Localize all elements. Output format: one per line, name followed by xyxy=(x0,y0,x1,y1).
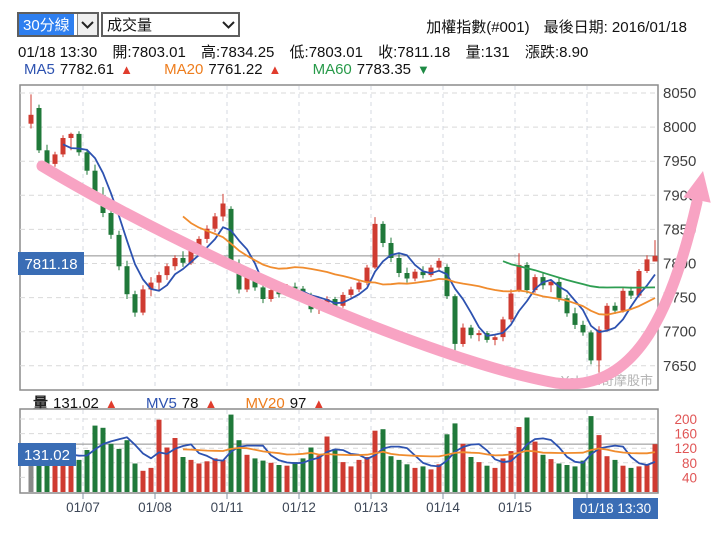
up-triangle-icon: ▲ xyxy=(268,62,282,77)
mv5-indicator: MV5 78 ▲ xyxy=(145,395,218,412)
svg-text:120: 120 xyxy=(674,441,697,456)
up-triangle-icon: ▲ xyxy=(120,62,133,77)
svg-text:01/13: 01/13 xyxy=(354,500,388,515)
svg-text:01/11: 01/11 xyxy=(211,500,244,515)
svg-text:01/12: 01/12 xyxy=(282,500,316,515)
svg-text:01/18 13:30: 01/18 13:30 xyxy=(580,501,651,516)
svg-text:8050: 8050 xyxy=(663,85,696,102)
svg-text:7950: 7950 xyxy=(663,153,696,170)
ma20-line xyxy=(182,215,656,316)
period-select[interactable]: 30分線 xyxy=(17,12,99,37)
ma60-indicator: MA60 7783.35 ▼ xyxy=(312,61,430,78)
svg-text:40: 40 xyxy=(682,470,697,485)
quote-open: 開:7803.01 xyxy=(112,44,186,61)
mv20-indicator: MV20 97 ▲ xyxy=(245,395,326,412)
svg-text:131.02: 131.02 xyxy=(24,447,70,464)
ma5-line xyxy=(62,143,656,337)
svg-text:01/15: 01/15 xyxy=(498,500,532,515)
mv20-line xyxy=(182,446,656,458)
svg-text:200: 200 xyxy=(674,412,697,427)
quote-datetime: 01/18 13:30 xyxy=(18,44,98,61)
chevron-down-icon xyxy=(219,14,238,35)
up-triangle-icon: ▲ xyxy=(204,396,218,411)
chart-title-row: 加權指數(#001) 最後日期: 2016/01/18 xyxy=(426,16,687,37)
quote-close: 收:7811.18 xyxy=(378,44,451,61)
candlestick-layer xyxy=(28,94,658,373)
period-select-value: 30分線 xyxy=(19,14,74,35)
current-date-tag: 01/18 13:30 xyxy=(573,498,658,519)
down-triangle-icon: ▼ xyxy=(417,62,430,77)
svg-text:160: 160 xyxy=(674,427,697,442)
volume-indicator: 量 131.02 ▲ xyxy=(33,395,118,412)
index-title: 加權指數(#001) xyxy=(426,19,530,36)
ma5-indicator: MA5 7782.61 ▲ xyxy=(24,61,133,78)
main-panel xyxy=(19,84,659,391)
svg-text:80: 80 xyxy=(682,456,697,471)
svg-text:7650: 7650 xyxy=(663,358,696,375)
ma-indicator-row: MA5 7782.61 ▲ MA20 7761.22 ▲ MA60 7783.35 ▼ xyxy=(24,61,457,78)
ma20-indicator: MA20 7761.22 ▲ xyxy=(164,61,282,78)
ma60-line xyxy=(502,260,656,289)
up-triangle-icon: ▲ xyxy=(312,396,326,411)
indicator-select-value: 成交量 xyxy=(107,17,153,34)
pink-arrow-annotation xyxy=(36,160,711,390)
svg-text:01/14: 01/14 xyxy=(426,500,460,515)
last-date-label: 最後日期: 2016/01/18 xyxy=(543,19,687,36)
quote-volume: 量:131 xyxy=(465,44,510,61)
svg-text:01/07: 01/07 xyxy=(66,500,100,515)
up-triangle-icon: ▲ xyxy=(104,396,118,411)
chevron-down-icon xyxy=(77,14,97,35)
gridlines xyxy=(20,86,658,499)
quote-line: 01/18 13:30 開:7803.01 高:7834.25 低:7803.0… xyxy=(18,41,599,62)
svg-text:7700: 7700 xyxy=(663,324,696,341)
price-tag: 7811.18 xyxy=(18,252,84,275)
volume-tag: 131.02 xyxy=(18,443,76,466)
indicator-select[interactable]: 成交量 xyxy=(101,12,240,37)
date-axis-labels: 01/07 01/08 01/11 01/12 01/13 01/14 01/15 xyxy=(66,500,532,515)
svg-text:7811.18: 7811.18 xyxy=(24,256,77,273)
svg-text:8000: 8000 xyxy=(663,119,696,136)
volume-indicator-row: 量 131.02 ▲ MV5 78 ▲ MV20 97 ▲ xyxy=(33,392,349,413)
quote-change: 漲跌:8.90 xyxy=(524,44,589,61)
svg-text:01/08: 01/08 xyxy=(138,500,172,515)
quote-high: 高:7834.25 xyxy=(200,44,275,61)
quote-low: 低:7803.01 xyxy=(289,44,363,61)
